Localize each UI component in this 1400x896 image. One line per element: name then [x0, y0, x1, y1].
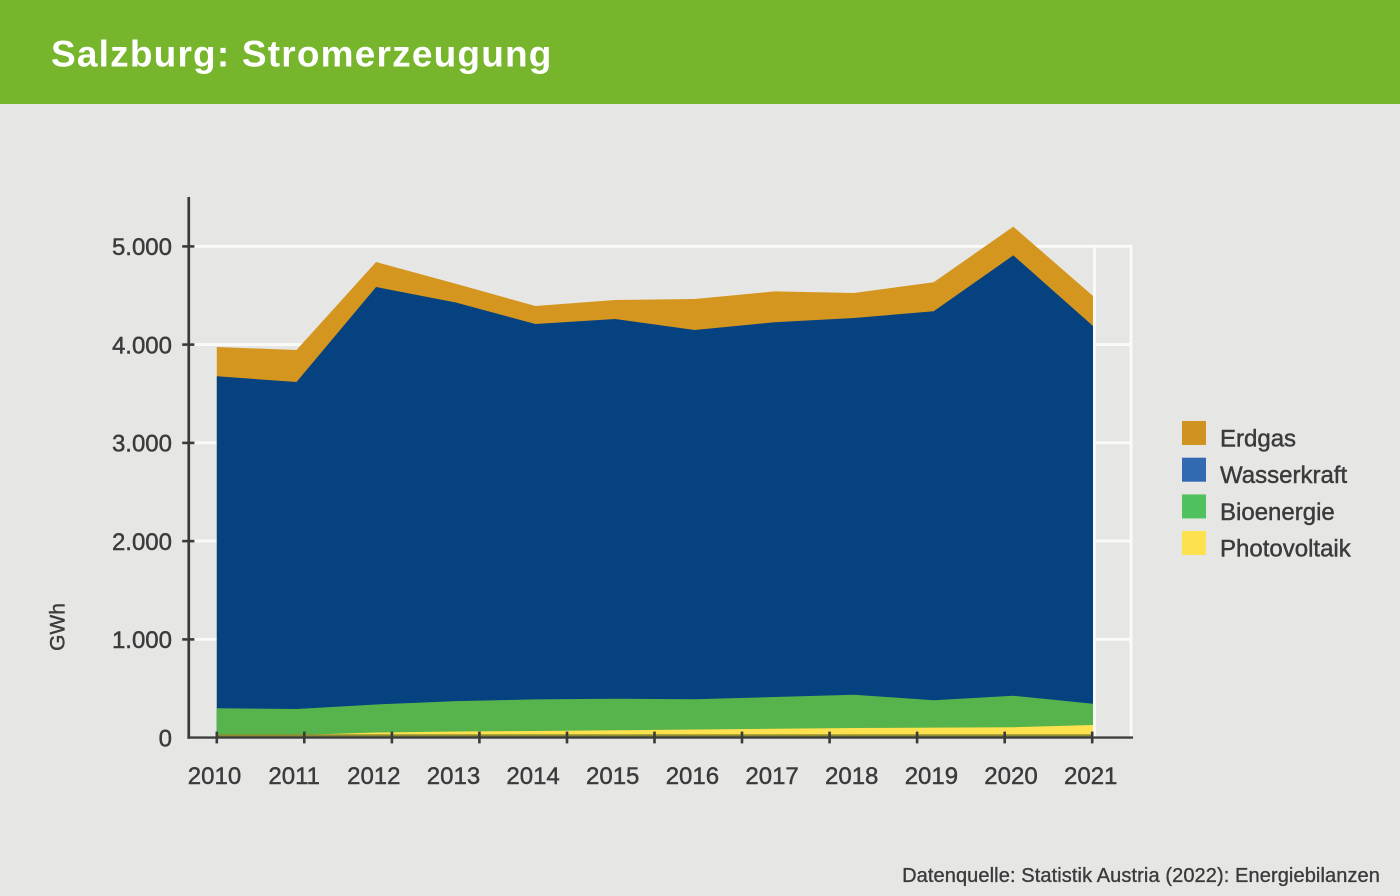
svg-text:4.000: 4.000: [112, 332, 172, 359]
svg-text:Datenquelle: Statistik Austria: Datenquelle: Statistik Austria (2022): E…: [902, 865, 1380, 887]
svg-text:2012: 2012: [347, 763, 400, 790]
svg-text:Bioenergie: Bioenergie: [1220, 499, 1335, 526]
svg-text:3.000: 3.000: [112, 431, 172, 458]
svg-text:2.000: 2.000: [112, 529, 172, 556]
svg-text:1.000: 1.000: [112, 627, 172, 654]
svg-text:2013: 2013: [427, 763, 480, 790]
svg-text:Wasserkraft: Wasserkraft: [1220, 462, 1347, 489]
svg-text:2016: 2016: [666, 763, 719, 790]
svg-text:2017: 2017: [745, 763, 798, 790]
svg-text:0: 0: [159, 725, 172, 752]
svg-text:2021: 2021: [1064, 763, 1117, 790]
svg-text:2011: 2011: [268, 763, 320, 790]
svg-text:2020: 2020: [984, 763, 1037, 790]
svg-text:2014: 2014: [506, 763, 559, 790]
svg-text:Erdgas: Erdgas: [1220, 426, 1296, 453]
svg-text:Photovoltaik: Photovoltaik: [1220, 536, 1352, 563]
svg-text:5.000: 5.000: [112, 234, 172, 261]
svg-text:Salzburg: Stromerzeugung: Salzburg: Stromerzeugung: [51, 34, 553, 75]
svg-text:2015: 2015: [586, 763, 639, 790]
svg-text:2018: 2018: [825, 763, 878, 790]
svg-text:2019: 2019: [905, 763, 958, 790]
svg-text:2010: 2010: [188, 763, 241, 790]
svg-text:GWh: GWh: [47, 603, 70, 651]
